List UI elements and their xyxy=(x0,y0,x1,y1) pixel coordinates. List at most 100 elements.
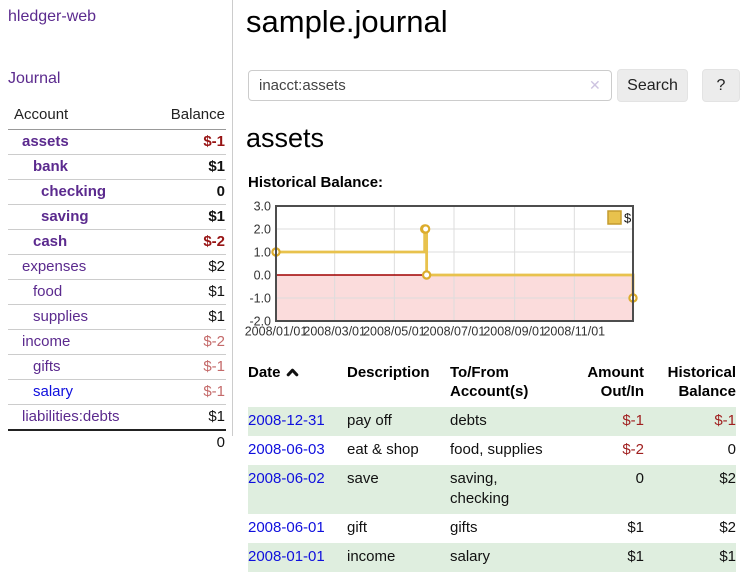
transaction-balance: $2 xyxy=(719,470,736,487)
legend-label: $ xyxy=(624,211,632,226)
register-header-accounts: To/From Account(s) xyxy=(450,364,529,400)
register-header-row: Date Description To/From Account(s) Amou… xyxy=(248,361,736,407)
legend-swatch xyxy=(607,210,622,225)
account-link-bank[interactable]: bank xyxy=(33,158,69,175)
chart-legend: $ xyxy=(607,210,632,226)
svg-text:2008/01/01: 2008/01/01 xyxy=(245,325,308,339)
svg-text:-1.0: -1.0 xyxy=(249,291,271,305)
svg-text:2008/03/01: 2008/03/01 xyxy=(303,325,366,339)
register-header-date[interactable]: Date xyxy=(248,361,347,407)
table-row: 2008-06-02 save saving, checking 0 $2 xyxy=(248,465,736,514)
account-link-checking[interactable]: checking xyxy=(41,183,107,200)
search-button[interactable]: Search xyxy=(617,69,688,102)
register-header-amount: Amount Out/In xyxy=(587,364,644,400)
transaction-date-link[interactable]: 2008-06-03 xyxy=(248,441,325,458)
account-balance: $-1 xyxy=(148,379,226,405)
table-row: 2008-06-03 eat & shop food, supplies $-2… xyxy=(248,436,736,465)
svg-text:2008/09/01: 2008/09/01 xyxy=(483,325,546,339)
account-link-expenses[interactable]: expenses xyxy=(22,258,87,275)
register-header-balance: Historical Balance xyxy=(667,364,736,400)
svg-text:2008/05/01: 2008/05/01 xyxy=(363,325,426,339)
transaction-balance: $1 xyxy=(719,548,736,565)
transaction-amount: $-1 xyxy=(622,412,644,429)
transaction-balance: $2 xyxy=(719,519,736,536)
transaction-accounts: debts xyxy=(450,412,487,429)
account-link-income[interactable]: income xyxy=(22,333,71,350)
transaction-balance: $-1 xyxy=(714,412,736,429)
transaction-amount: 0 xyxy=(635,470,644,487)
sidebar-divider xyxy=(232,0,233,436)
date-sort-label: Date xyxy=(248,364,281,381)
account-balance: $-2 xyxy=(148,329,226,355)
transaction-date-link[interactable]: 2008-06-02 xyxy=(248,470,325,487)
table-row: expenses $2 xyxy=(8,254,226,280)
sort-ascending-icon xyxy=(286,368,298,377)
account-heading: assets xyxy=(246,123,325,153)
table-row: assets $-1 xyxy=(8,130,226,155)
transaction-date-link[interactable]: 2008-06-01 xyxy=(248,519,325,536)
account-balance: $-2 xyxy=(148,229,226,255)
table-row: checking 0 xyxy=(8,179,226,205)
svg-text:3.0: 3.0 xyxy=(254,200,271,213)
svg-text:0.0: 0.0 xyxy=(254,268,271,282)
svg-text:-2.0: -2.0 xyxy=(249,314,271,328)
search-input[interactable] xyxy=(248,70,612,101)
svg-text:1.0: 1.0 xyxy=(254,245,271,259)
account-link-salary[interactable]: salary xyxy=(33,383,74,400)
table-row: salary $-1 xyxy=(8,379,226,405)
transaction-amount: $-2 xyxy=(622,441,644,458)
account-balance: $2 xyxy=(148,254,226,280)
account-balance: $-1 xyxy=(148,354,226,380)
table-row: gifts $-1 xyxy=(8,354,226,380)
transaction-amount: $1 xyxy=(627,548,644,565)
table-row: 2008-06-01 gift gifts $1 $2 xyxy=(248,514,736,543)
transaction-date-link[interactable]: 2008-01-01 xyxy=(248,548,325,565)
transaction-description: save xyxy=(347,470,379,487)
account-balance: $1 xyxy=(148,304,226,330)
table-row: cash $-2 xyxy=(8,229,226,255)
accounts-header-row: Account Balance xyxy=(8,102,226,130)
account-link-food[interactable]: food xyxy=(33,283,63,300)
accounts-total-value: 0 xyxy=(148,429,226,455)
transaction-description: pay off xyxy=(347,412,392,429)
app-title-link[interactable]: hledger-web xyxy=(8,8,97,25)
table-row: 2008-01-01 income salary $1 $1 xyxy=(248,543,736,572)
register-table: Date Description To/From Account(s) Amou… xyxy=(248,361,736,572)
account-balance: 0 xyxy=(148,179,226,205)
transaction-amount: $1 xyxy=(627,519,644,536)
register-header-description: Description xyxy=(347,364,430,381)
historical-balance-label: Historical Balance: xyxy=(248,174,384,191)
transaction-date-link[interactable]: 2008-12-31 xyxy=(248,412,325,429)
table-row: food $1 xyxy=(8,279,226,305)
transaction-description: income xyxy=(347,548,396,565)
chart-svg: 2008/01/012008/03/012008/05/012008/07/01… xyxy=(245,199,638,339)
table-row: bank $1 xyxy=(8,154,226,180)
table-row: income $-2 xyxy=(8,329,226,355)
account-link-liabilities-debts[interactable]: liabilities:debts xyxy=(22,408,120,425)
transaction-description: gift xyxy=(347,519,368,536)
svg-text:2008/11/01: 2008/11/01 xyxy=(543,325,605,339)
account-balance: $1 xyxy=(148,204,226,230)
account-link-supplies[interactable]: supplies xyxy=(33,308,89,325)
account-balance: $1 xyxy=(148,404,226,430)
transaction-description: eat & shop xyxy=(347,441,419,458)
transaction-accounts: food, supplies xyxy=(450,441,543,458)
accounts-header-account: Account xyxy=(8,102,149,130)
account-link-cash[interactable]: cash xyxy=(33,233,68,250)
account-balance: $-1 xyxy=(203,133,225,150)
table-row: 2008-12-31 pay off debts $-1 $-1 xyxy=(248,407,736,436)
clear-search-icon[interactable]: ✕ xyxy=(589,77,601,93)
transaction-balance: 0 xyxy=(727,441,736,458)
svg-text:2.0: 2.0 xyxy=(254,222,271,236)
svg-text:2008/07/01: 2008/07/01 xyxy=(423,325,486,339)
table-row: saving $1 xyxy=(8,204,226,230)
transaction-accounts: salary xyxy=(450,548,491,565)
account-link-gifts[interactable]: gifts xyxy=(33,358,61,375)
help-button[interactable]: ? xyxy=(702,69,740,102)
accounts-total-row: 0 xyxy=(8,429,226,455)
sidebar-item-journal[interactable]: Journal xyxy=(8,70,61,87)
account-link-assets[interactable]: assets xyxy=(22,133,69,150)
account-link-saving[interactable]: saving xyxy=(41,208,89,225)
transaction-accounts: saving, checking xyxy=(450,470,510,507)
historical-balance-chart: 2008/01/01 2008/03/01 2008/05/01 2008/07/01… xyxy=(240,199,660,348)
